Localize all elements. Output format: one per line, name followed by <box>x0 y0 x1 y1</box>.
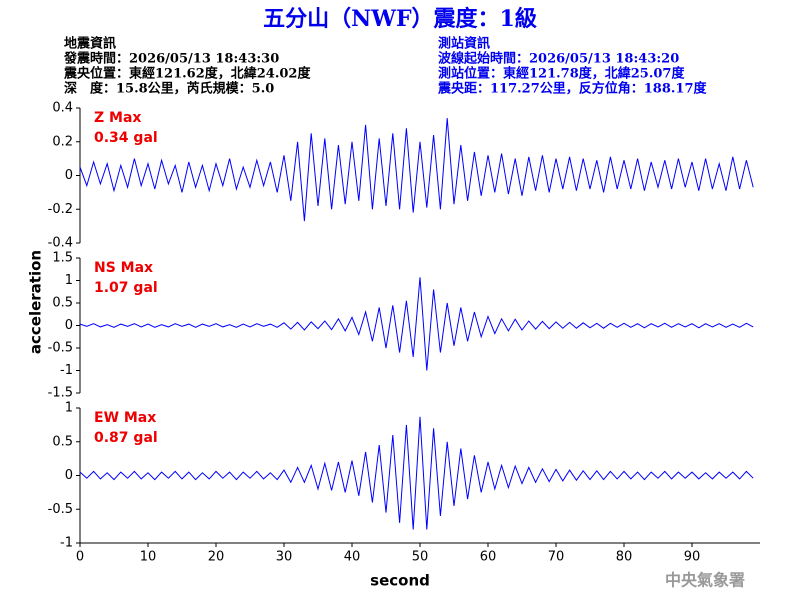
y-tick-label: 0.2 <box>52 134 73 149</box>
y-tick-label: 0 <box>65 318 73 333</box>
info-line: 測站資訊 <box>438 36 490 52</box>
x-tick-label: 10 <box>140 550 157 565</box>
y-tick-label: 1 <box>65 273 73 288</box>
x-tick-label: 50 <box>412 550 429 565</box>
x-tick-label: 30 <box>276 550 293 565</box>
x-tick-label: 70 <box>548 550 565 565</box>
footer: 中央氣象署 <box>665 571 745 590</box>
x-tick-label: 80 <box>616 550 633 565</box>
y-tick-label: 0.5 <box>52 434 73 449</box>
y-tick-label: 0 <box>65 168 73 183</box>
y-tick-label: 0 <box>65 468 73 483</box>
waveform <box>79 416 754 530</box>
y-tick-label: 1.5 <box>52 251 73 266</box>
info-line: 波線起始時間：2026/05/13 18:43:20 <box>438 51 679 67</box>
y-tick-label: -0.2 <box>48 202 73 217</box>
y-tick-label: -1 <box>60 536 73 551</box>
x-tick-label: 40 <box>344 550 361 565</box>
waveform <box>79 277 754 371</box>
y-tick-label: 0.4 <box>52 101 73 116</box>
x-tick-label: 60 <box>480 550 497 565</box>
y-tick-label: -0.5 <box>48 502 73 517</box>
y-tick-label: 0.5 <box>52 296 73 311</box>
x-tick-label: 0 <box>76 550 84 565</box>
x-tick-label: 90 <box>684 550 701 565</box>
max-label: 1.07 gal <box>94 280 158 296</box>
y-tick-label: 1 <box>65 401 73 416</box>
max-label: 0.34 gal <box>94 130 158 146</box>
max-label: 0.87 gal <box>94 430 158 446</box>
info-line: 測站位置：東經121.78度，北緯25.07度 <box>438 66 685 82</box>
y-axis-label: acceleration <box>27 250 45 354</box>
waveform <box>79 118 754 222</box>
x-tick-label: 20 <box>208 550 225 565</box>
channel-label: NS Max <box>94 260 153 276</box>
y-tick-label: -1 <box>60 363 73 378</box>
channel-label: EW Max <box>94 410 156 426</box>
info-line: 震央距：117.27公里，反方位角：188.17度 <box>437 81 708 97</box>
info-line: 震央位置：東經121.62度，北緯24.02度 <box>63 66 311 82</box>
channel-label: Z Max <box>94 110 141 126</box>
x-axis-label: second <box>370 572 430 590</box>
y-tick-label: -1.5 <box>48 386 73 401</box>
info-line: 地震資訊 <box>64 36 116 52</box>
y-tick-label: -0.5 <box>48 341 73 356</box>
info-line: 深 度：15.8公里，芮氏規模：5.0 <box>64 81 274 97</box>
y-tick-label: -0.4 <box>48 236 73 251</box>
chart-title: 五分山（NWF）震度：1級 <box>263 6 537 32</box>
info-line: 發震時間：2026/05/13 18:43:30 <box>63 51 279 67</box>
